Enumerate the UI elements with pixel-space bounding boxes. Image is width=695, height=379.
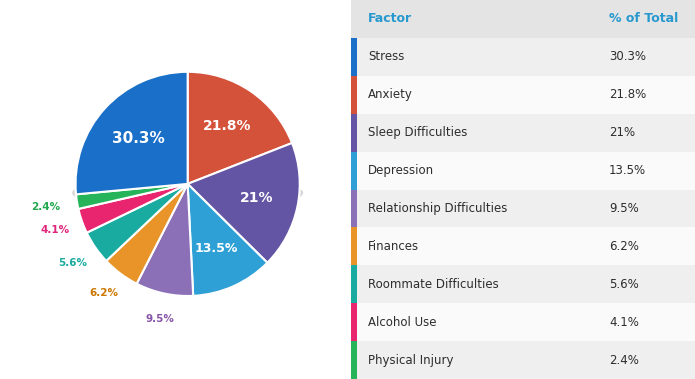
Text: 2.4%: 2.4% — [609, 354, 639, 366]
Text: 2.4%: 2.4% — [31, 202, 60, 211]
Wedge shape — [188, 184, 268, 296]
Bar — [351, 114, 357, 152]
Ellipse shape — [73, 177, 302, 208]
Bar — [351, 227, 695, 265]
Bar — [351, 303, 357, 341]
Text: Physical Injury: Physical Injury — [368, 354, 454, 366]
Bar — [351, 227, 357, 265]
Wedge shape — [87, 184, 188, 261]
Bar — [351, 265, 357, 303]
Bar — [351, 38, 695, 76]
Text: 21%: 21% — [240, 191, 274, 205]
Text: Finances: Finances — [368, 240, 419, 253]
Wedge shape — [188, 143, 300, 263]
Wedge shape — [137, 184, 193, 296]
Text: 4.1%: 4.1% — [609, 316, 639, 329]
Text: 13.5%: 13.5% — [195, 242, 238, 255]
Wedge shape — [79, 184, 188, 233]
Text: 4.1%: 4.1% — [41, 226, 70, 235]
Wedge shape — [76, 72, 188, 194]
Text: Factor: Factor — [368, 13, 412, 25]
Text: Stress: Stress — [368, 50, 404, 63]
Bar — [351, 265, 695, 303]
Bar — [351, 152, 357, 190]
Text: 30.3%: 30.3% — [609, 50, 646, 63]
Bar — [351, 114, 695, 152]
Bar — [351, 303, 695, 341]
Bar — [351, 38, 357, 76]
Bar — [351, 152, 695, 190]
Wedge shape — [76, 184, 188, 209]
Text: 30.3%: 30.3% — [112, 131, 164, 146]
Bar — [351, 341, 695, 379]
Bar — [351, 76, 695, 114]
Bar — [351, 76, 357, 114]
Bar — [351, 0, 695, 38]
Text: 9.5%: 9.5% — [609, 202, 639, 215]
Text: 21.8%: 21.8% — [609, 88, 646, 101]
Wedge shape — [106, 184, 188, 284]
Text: 5.6%: 5.6% — [58, 258, 87, 268]
Bar — [351, 190, 695, 227]
Text: 6.2%: 6.2% — [89, 288, 118, 298]
Text: 13.5%: 13.5% — [609, 164, 646, 177]
Bar — [351, 190, 357, 227]
Text: Sleep Difficulties: Sleep Difficulties — [368, 126, 468, 139]
Bar — [351, 341, 357, 379]
Text: 21.8%: 21.8% — [202, 119, 251, 133]
Text: Anxiety: Anxiety — [368, 88, 413, 101]
Wedge shape — [188, 72, 292, 184]
Text: Roommate Difficulties: Roommate Difficulties — [368, 278, 499, 291]
Text: 9.5%: 9.5% — [145, 314, 174, 324]
Text: Relationship Difficulties: Relationship Difficulties — [368, 202, 507, 215]
Text: % of Total: % of Total — [609, 13, 678, 25]
Text: 5.6%: 5.6% — [609, 278, 639, 291]
Text: 21%: 21% — [609, 126, 635, 139]
Text: Depression: Depression — [368, 164, 434, 177]
Text: 6.2%: 6.2% — [609, 240, 639, 253]
Text: Alcohol Use: Alcohol Use — [368, 316, 436, 329]
